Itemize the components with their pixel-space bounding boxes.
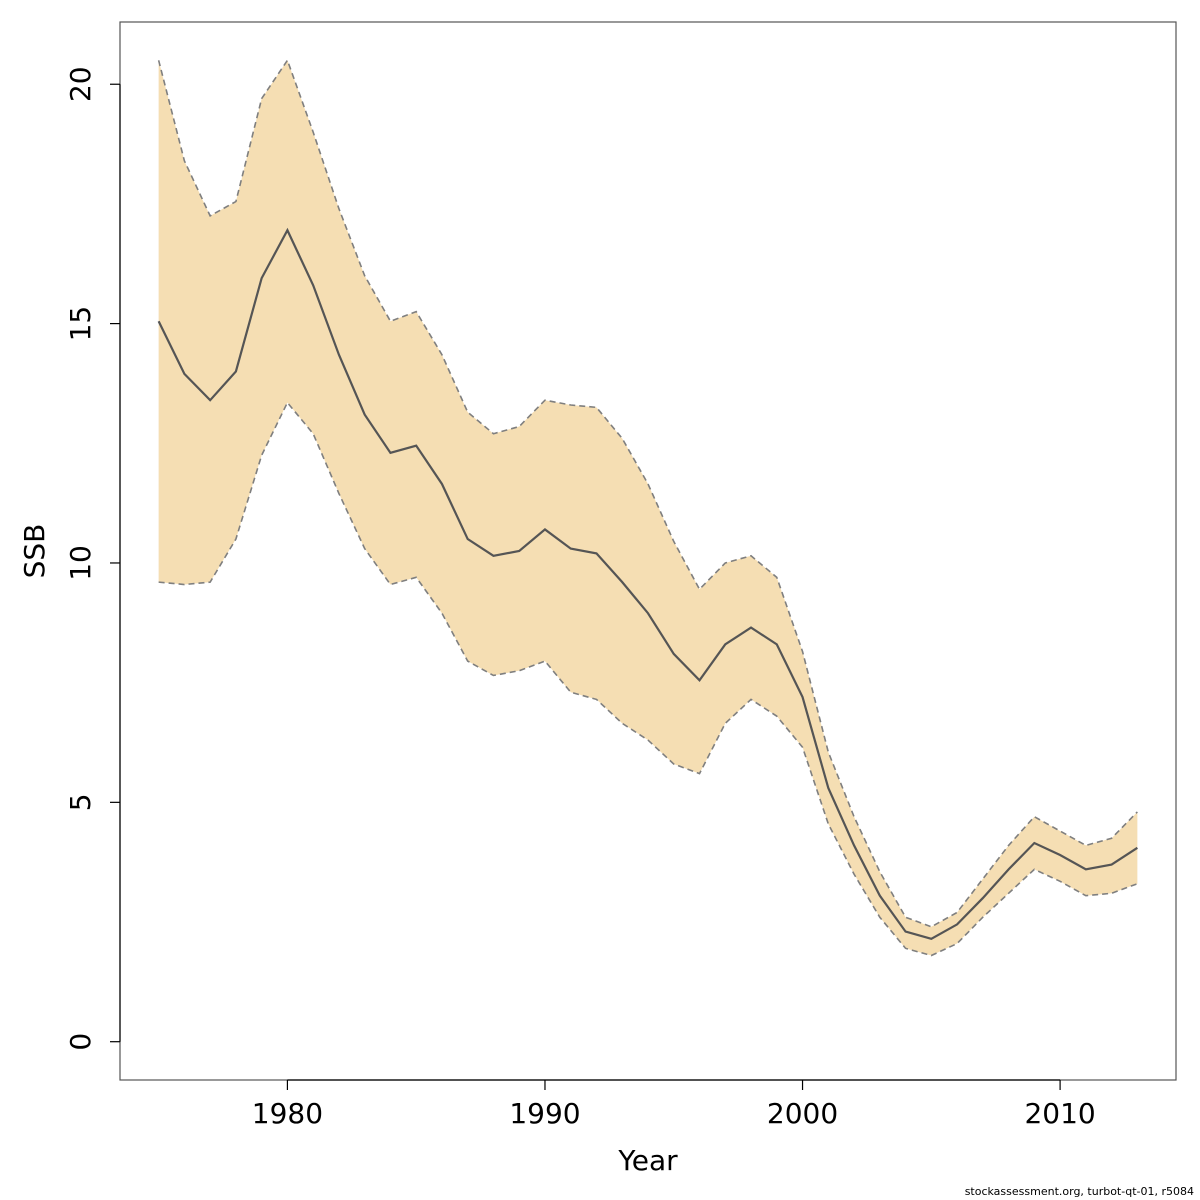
x-tick-label: 1980 — [252, 1097, 323, 1130]
ssb-estimate-line — [157, 227, 1138, 940]
y-tick-label: 5 — [64, 793, 97, 811]
y-tick-label: 20 — [64, 66, 97, 102]
upper-bound-line — [157, 58, 1138, 928]
x-tick-label: 1990 — [509, 1097, 580, 1130]
y-tick-label: 15 — [64, 306, 97, 342]
x-axis: 1980 1990 2000 2010 — [252, 1079, 1096, 1130]
x-axis-title: Year — [617, 1144, 678, 1177]
confidence-band-layer — [158, 60, 1138, 956]
footer-credit: stockassessment.org, turbot-qt-01, r5084 — [964, 1185, 1194, 1198]
x-tick-label: 2010 — [1024, 1097, 1095, 1130]
lower-bound-line — [158, 401, 1138, 957]
y-axis-title: SSB — [18, 524, 51, 579]
y-axis: 0 5 10 15 20 — [64, 66, 121, 1051]
confidence-band — [158, 60, 1138, 956]
y-tick-label: 10 — [64, 545, 97, 581]
series-layer — [157, 58, 1138, 957]
y-tick-label: 0 — [64, 1033, 97, 1051]
x-tick-label: 2000 — [767, 1097, 838, 1130]
